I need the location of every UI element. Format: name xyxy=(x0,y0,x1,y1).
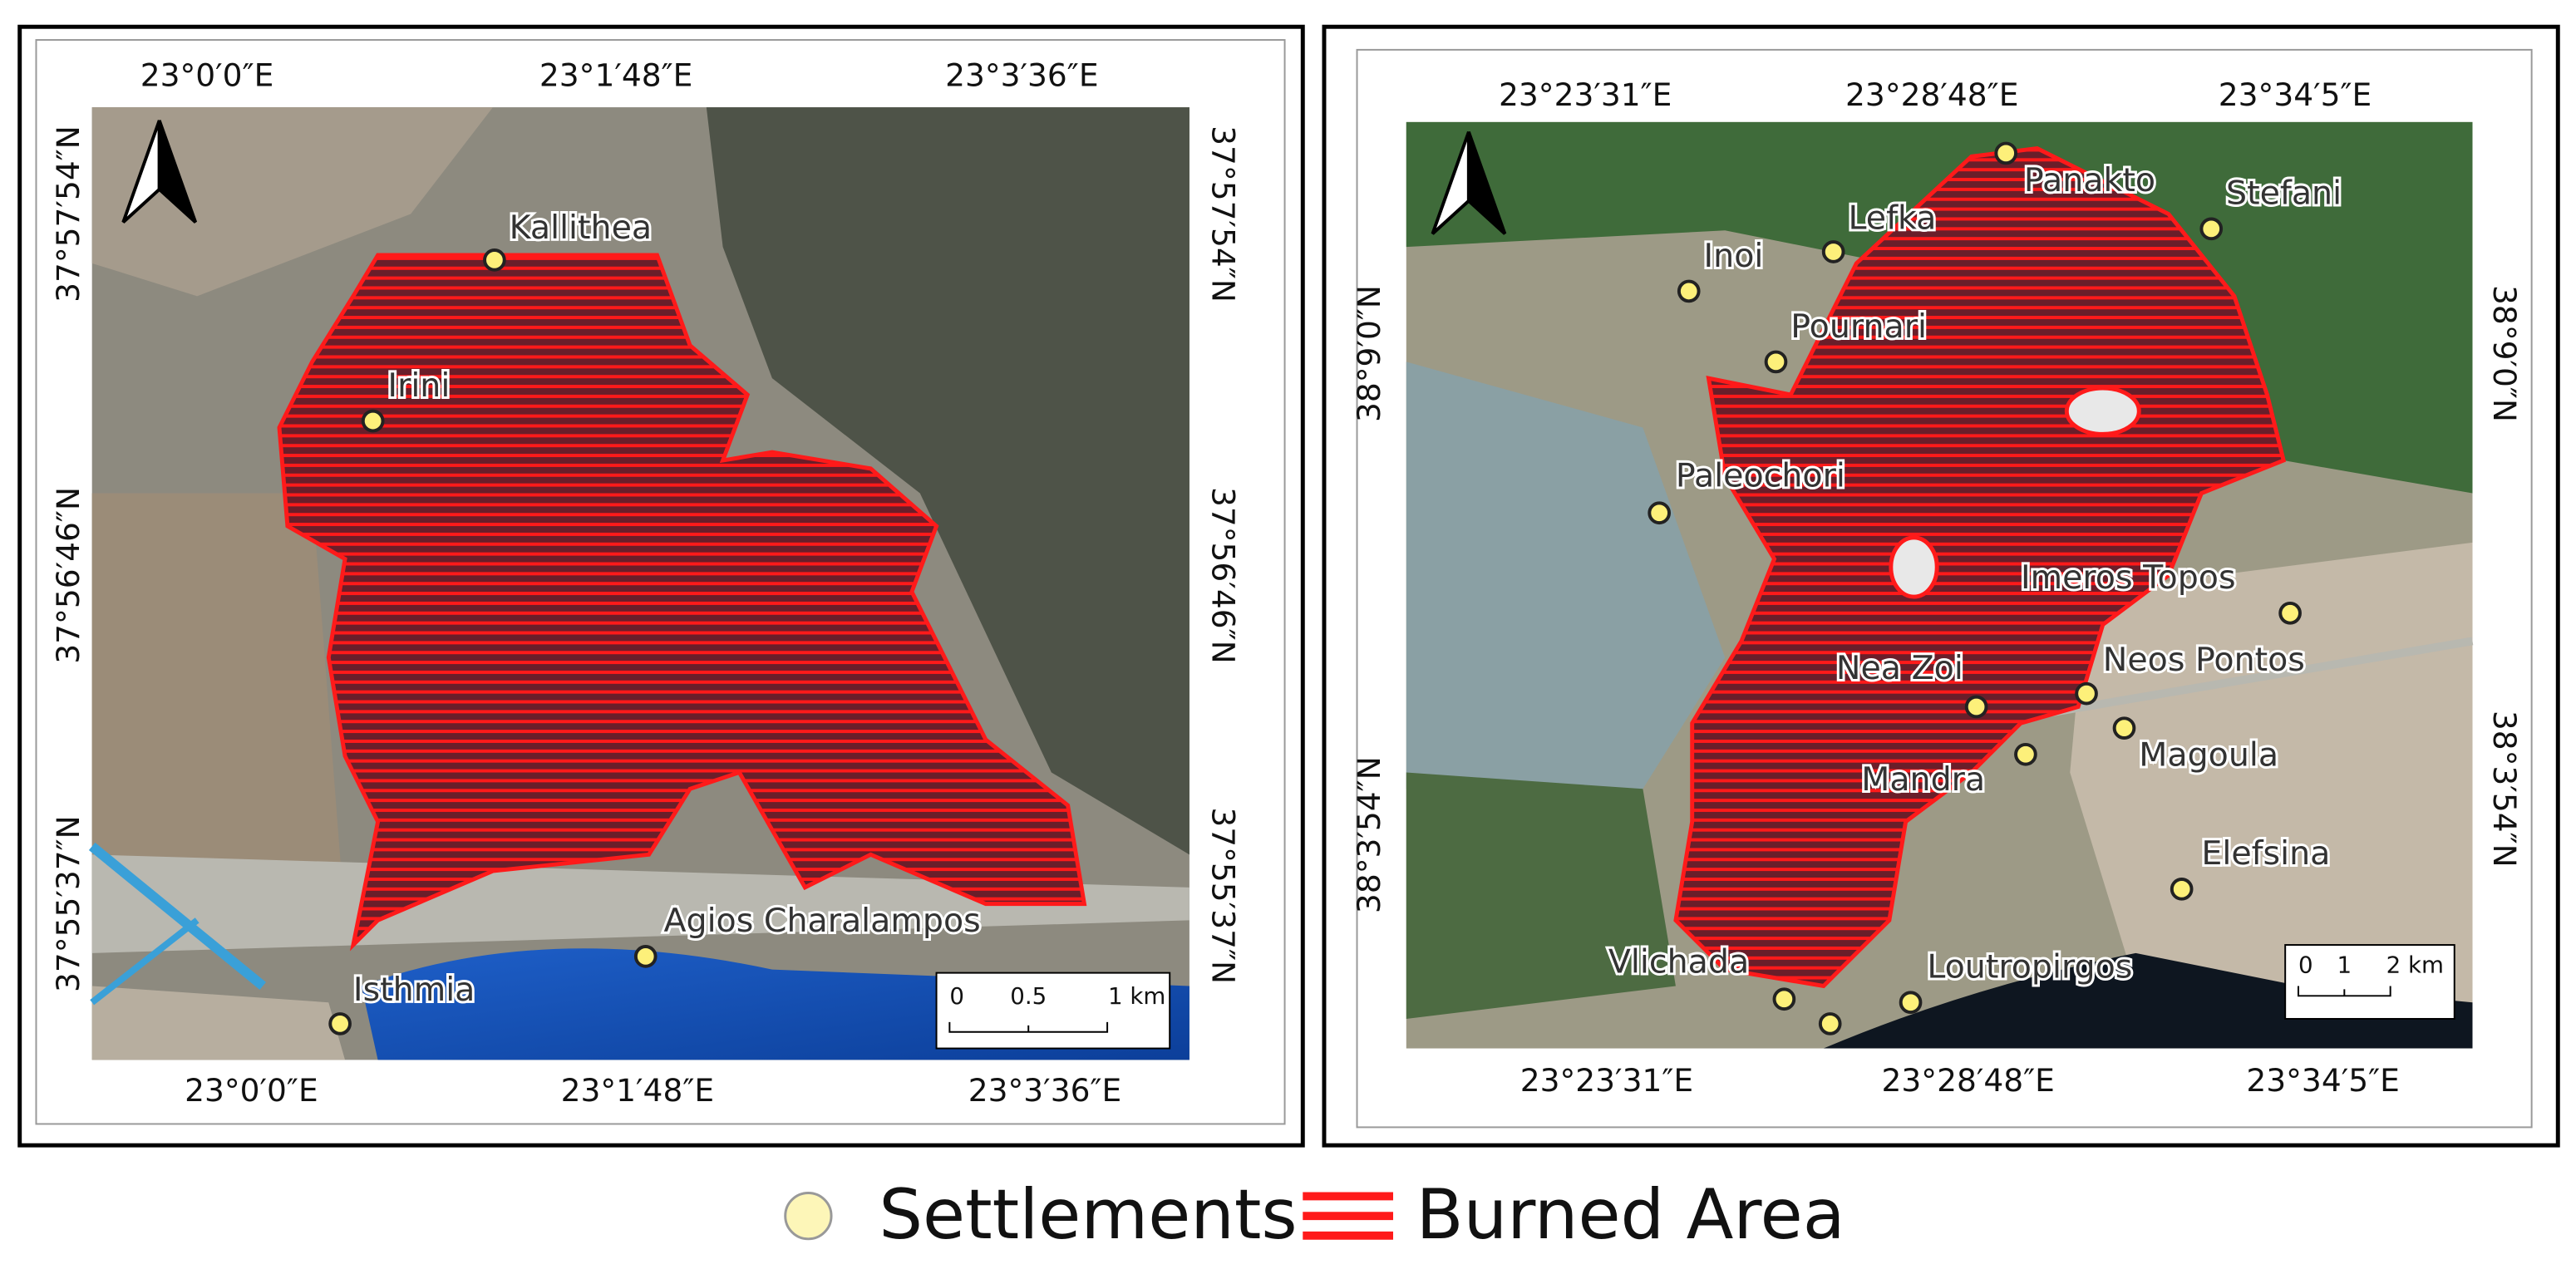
settlement-label: Stefani xyxy=(2226,175,2342,213)
latitude-label: 37°55′37″N xyxy=(1205,807,1242,984)
latitude-label: 38°3′54″N xyxy=(1351,756,1387,913)
settlement xyxy=(2278,601,2302,625)
settlement xyxy=(1772,987,1796,1011)
latitude-label: 38°3′54″N xyxy=(2486,711,2523,868)
settlement-label: Mandra xyxy=(1861,760,1985,799)
longitude-label: 23°3′36″E xyxy=(945,57,1099,93)
latitude-label: 38°9′0″N xyxy=(1351,285,1387,422)
longitude-label: 23°23′31″E xyxy=(1520,1062,1693,1099)
legend-label: Settlements xyxy=(879,1174,1297,1255)
settlement-label: Elefsina xyxy=(2201,834,2330,873)
latitude-label: 38°9′0″N xyxy=(2486,285,2523,422)
panel-inner-frame xyxy=(1356,48,2533,1129)
scale-bar-label: 1 km xyxy=(1108,982,1165,1010)
burned-area xyxy=(277,253,1087,952)
settlement xyxy=(2112,716,2136,740)
latitude-label: 37°57′54″N xyxy=(1205,125,1242,302)
settlement xyxy=(1677,279,1701,303)
scale-bar xyxy=(948,1021,1109,1033)
longitude-label: 23°0′0″E xyxy=(185,1072,318,1109)
settlement xyxy=(1648,501,1672,525)
settlement xyxy=(1764,350,1788,374)
latitude-label: 37°56′46″N xyxy=(1205,487,1242,664)
settlement xyxy=(1994,141,2018,165)
scale-bar-label: 0.5 xyxy=(1010,982,1047,1010)
settlement-label: Irini xyxy=(387,366,450,405)
settlement-label: Panakto xyxy=(2024,161,2155,199)
settlement-label: Neos Pontos xyxy=(2103,641,2305,679)
longitude-label: 23°3′36″E xyxy=(968,1072,1122,1109)
settlement xyxy=(633,945,658,968)
longitude-label: 23°28′48″E xyxy=(1882,1062,2055,1099)
settlement-label: Pournari xyxy=(1790,307,1927,346)
settlement-label: Isthmia xyxy=(353,971,475,1009)
longitude-label: 23°0′0″E xyxy=(140,57,274,93)
settlement-label: Imeros Topos xyxy=(2021,558,2236,597)
settlement-label: Kallithea xyxy=(510,209,652,247)
panel-inner-frame xyxy=(35,39,1286,1125)
settlement xyxy=(2170,878,2194,901)
settlement-label: Loutropirgos xyxy=(1927,948,2132,986)
settlement xyxy=(2199,217,2224,241)
longitude-label: 23°23′31″E xyxy=(1499,76,1672,113)
settlement xyxy=(1899,991,1923,1015)
settlement-label: Magoula xyxy=(2139,736,2278,775)
longitude-label: 23°34′5″E xyxy=(2246,1062,2400,1099)
scale-bar-box xyxy=(935,971,1171,1050)
settlement xyxy=(2014,742,2037,766)
longitude-label: 23°28′48″E xyxy=(1845,76,2018,113)
scale-bar-label: 0 xyxy=(2298,952,2313,979)
scale-bar-box xyxy=(2284,944,2455,1020)
settlement xyxy=(483,248,506,272)
settlement xyxy=(1964,695,1988,719)
scale-bar-label: 1 xyxy=(2337,952,2352,979)
legend-label: Burned Area xyxy=(1416,1174,1845,1255)
scale-bar-label: 2 km xyxy=(2386,952,2444,979)
settlement-label: Agios Charalampos xyxy=(663,902,980,940)
scale-bar-label: 0 xyxy=(949,982,964,1010)
legend-settlement-symbol xyxy=(784,1191,833,1241)
burned-area xyxy=(1673,145,2287,989)
scale-bar xyxy=(2297,986,2391,997)
settlement-label: Vlichada xyxy=(1608,943,1749,981)
north-arrow xyxy=(1431,131,1507,235)
settlement xyxy=(328,1012,352,1035)
north-arrow xyxy=(121,120,198,224)
settlement xyxy=(361,409,385,433)
settlement-label: Lefka xyxy=(1848,199,1936,237)
settlement-label: Paleochori xyxy=(1676,457,1845,495)
settlement xyxy=(2075,681,2098,706)
longitude-label: 23°1′48″E xyxy=(561,1072,715,1109)
settlement xyxy=(1818,1012,1842,1035)
longitude-label: 23°34′5″E xyxy=(2219,76,2372,113)
latitude-label: 37°55′37″N xyxy=(50,815,86,992)
settlement-label: Inoi xyxy=(1704,237,1764,275)
legend-burned-symbol xyxy=(1303,1192,1393,1240)
settlement xyxy=(1821,240,1845,263)
latitude-label: 37°57′54″N xyxy=(50,125,86,302)
longitude-label: 23°1′48″E xyxy=(539,57,693,93)
latitude-label: 37°56′46″N xyxy=(50,487,86,664)
settlement-label: Nea Zoi xyxy=(1836,649,1963,687)
